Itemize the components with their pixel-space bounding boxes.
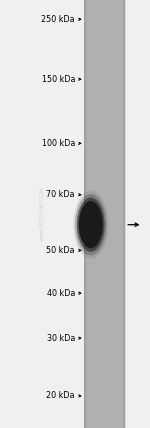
FancyBboxPatch shape: [84, 0, 124, 428]
Ellipse shape: [73, 190, 108, 259]
Ellipse shape: [75, 194, 106, 255]
Text: 250 kDa: 250 kDa: [41, 15, 75, 24]
Text: 40 kDa: 40 kDa: [47, 288, 75, 298]
Text: 150 kDa: 150 kDa: [42, 74, 75, 84]
Text: 70 kDa: 70 kDa: [46, 190, 75, 199]
Text: www.PTGLAB.COM: www.PTGLAB.COM: [39, 187, 45, 241]
Text: 100 kDa: 100 kDa: [42, 139, 75, 148]
Ellipse shape: [79, 201, 103, 248]
Text: 30 kDa: 30 kDa: [47, 333, 75, 343]
Text: 50 kDa: 50 kDa: [46, 246, 75, 255]
Ellipse shape: [77, 198, 105, 252]
Text: 20 kDa: 20 kDa: [46, 391, 75, 401]
